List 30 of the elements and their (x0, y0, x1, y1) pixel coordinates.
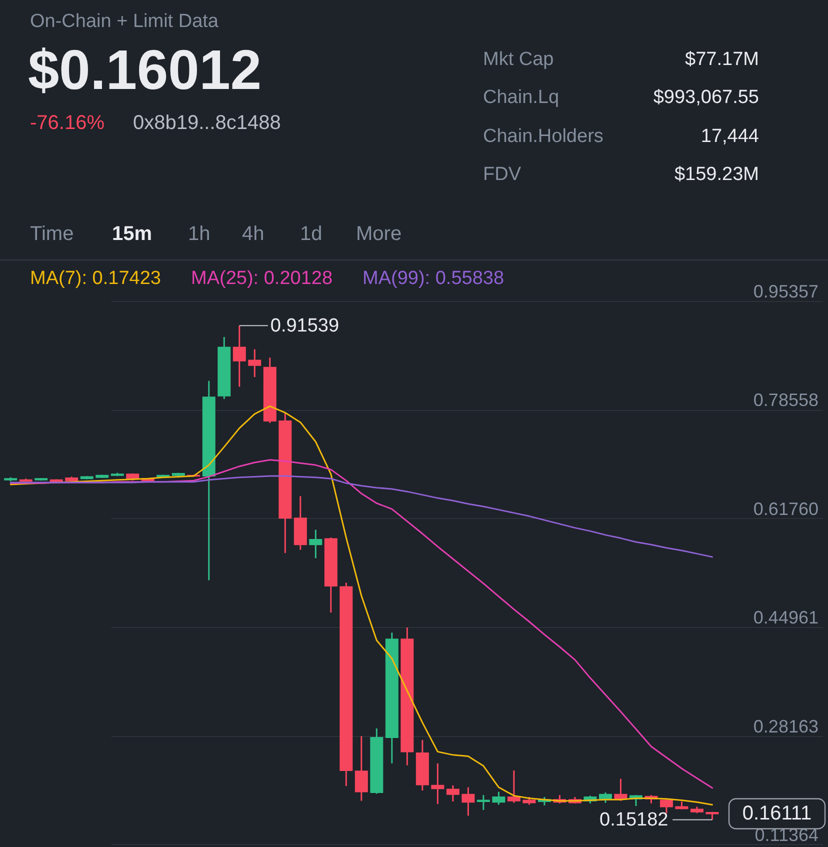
text: 1d (300, 223, 322, 245)
text: More (356, 223, 402, 245)
y-tick-label: 0.11364 (754, 824, 818, 845)
annotation: 0.91539 (270, 316, 340, 337)
text: $159.23M (674, 164, 759, 185)
text: Chain.Holders (483, 126, 604, 147)
chart-title: On-Chain + Limit Data (30, 11, 219, 32)
text: Chain.Lq (483, 87, 560, 108)
y-tick-label: 0.78558 (753, 390, 818, 410)
text: 15m (112, 223, 152, 245)
y-tick-label: 0.28163 (753, 716, 818, 736)
text: Time (30, 223, 74, 245)
text: 17,444 (700, 126, 760, 147)
text: MA(7): 0.17423 (30, 268, 161, 289)
text: $993,067.55 (653, 87, 759, 108)
text: 1h (188, 223, 210, 245)
text: MA(99): 0.55838 (362, 268, 504, 289)
y-tick-label: 0.61760 (753, 498, 818, 519)
y-tick-label: 0.44961 (753, 608, 818, 628)
chart-subtitle: $0.16012 (28, 38, 262, 101)
y-tick-label: 0.95357 (753, 281, 818, 302)
text: 0.16111 (742, 802, 812, 825)
text: 4h (242, 223, 264, 245)
text: FDV (483, 164, 522, 185)
text: $77.17M (685, 49, 759, 70)
text: Mkt Cap (483, 49, 554, 70)
text: 0x8b19...8c1488 (133, 112, 281, 134)
text: MA(25): 0.20128 (191, 268, 333, 289)
text: -76.16% (30, 112, 105, 134)
annotation: 0.15182 (600, 810, 668, 831)
